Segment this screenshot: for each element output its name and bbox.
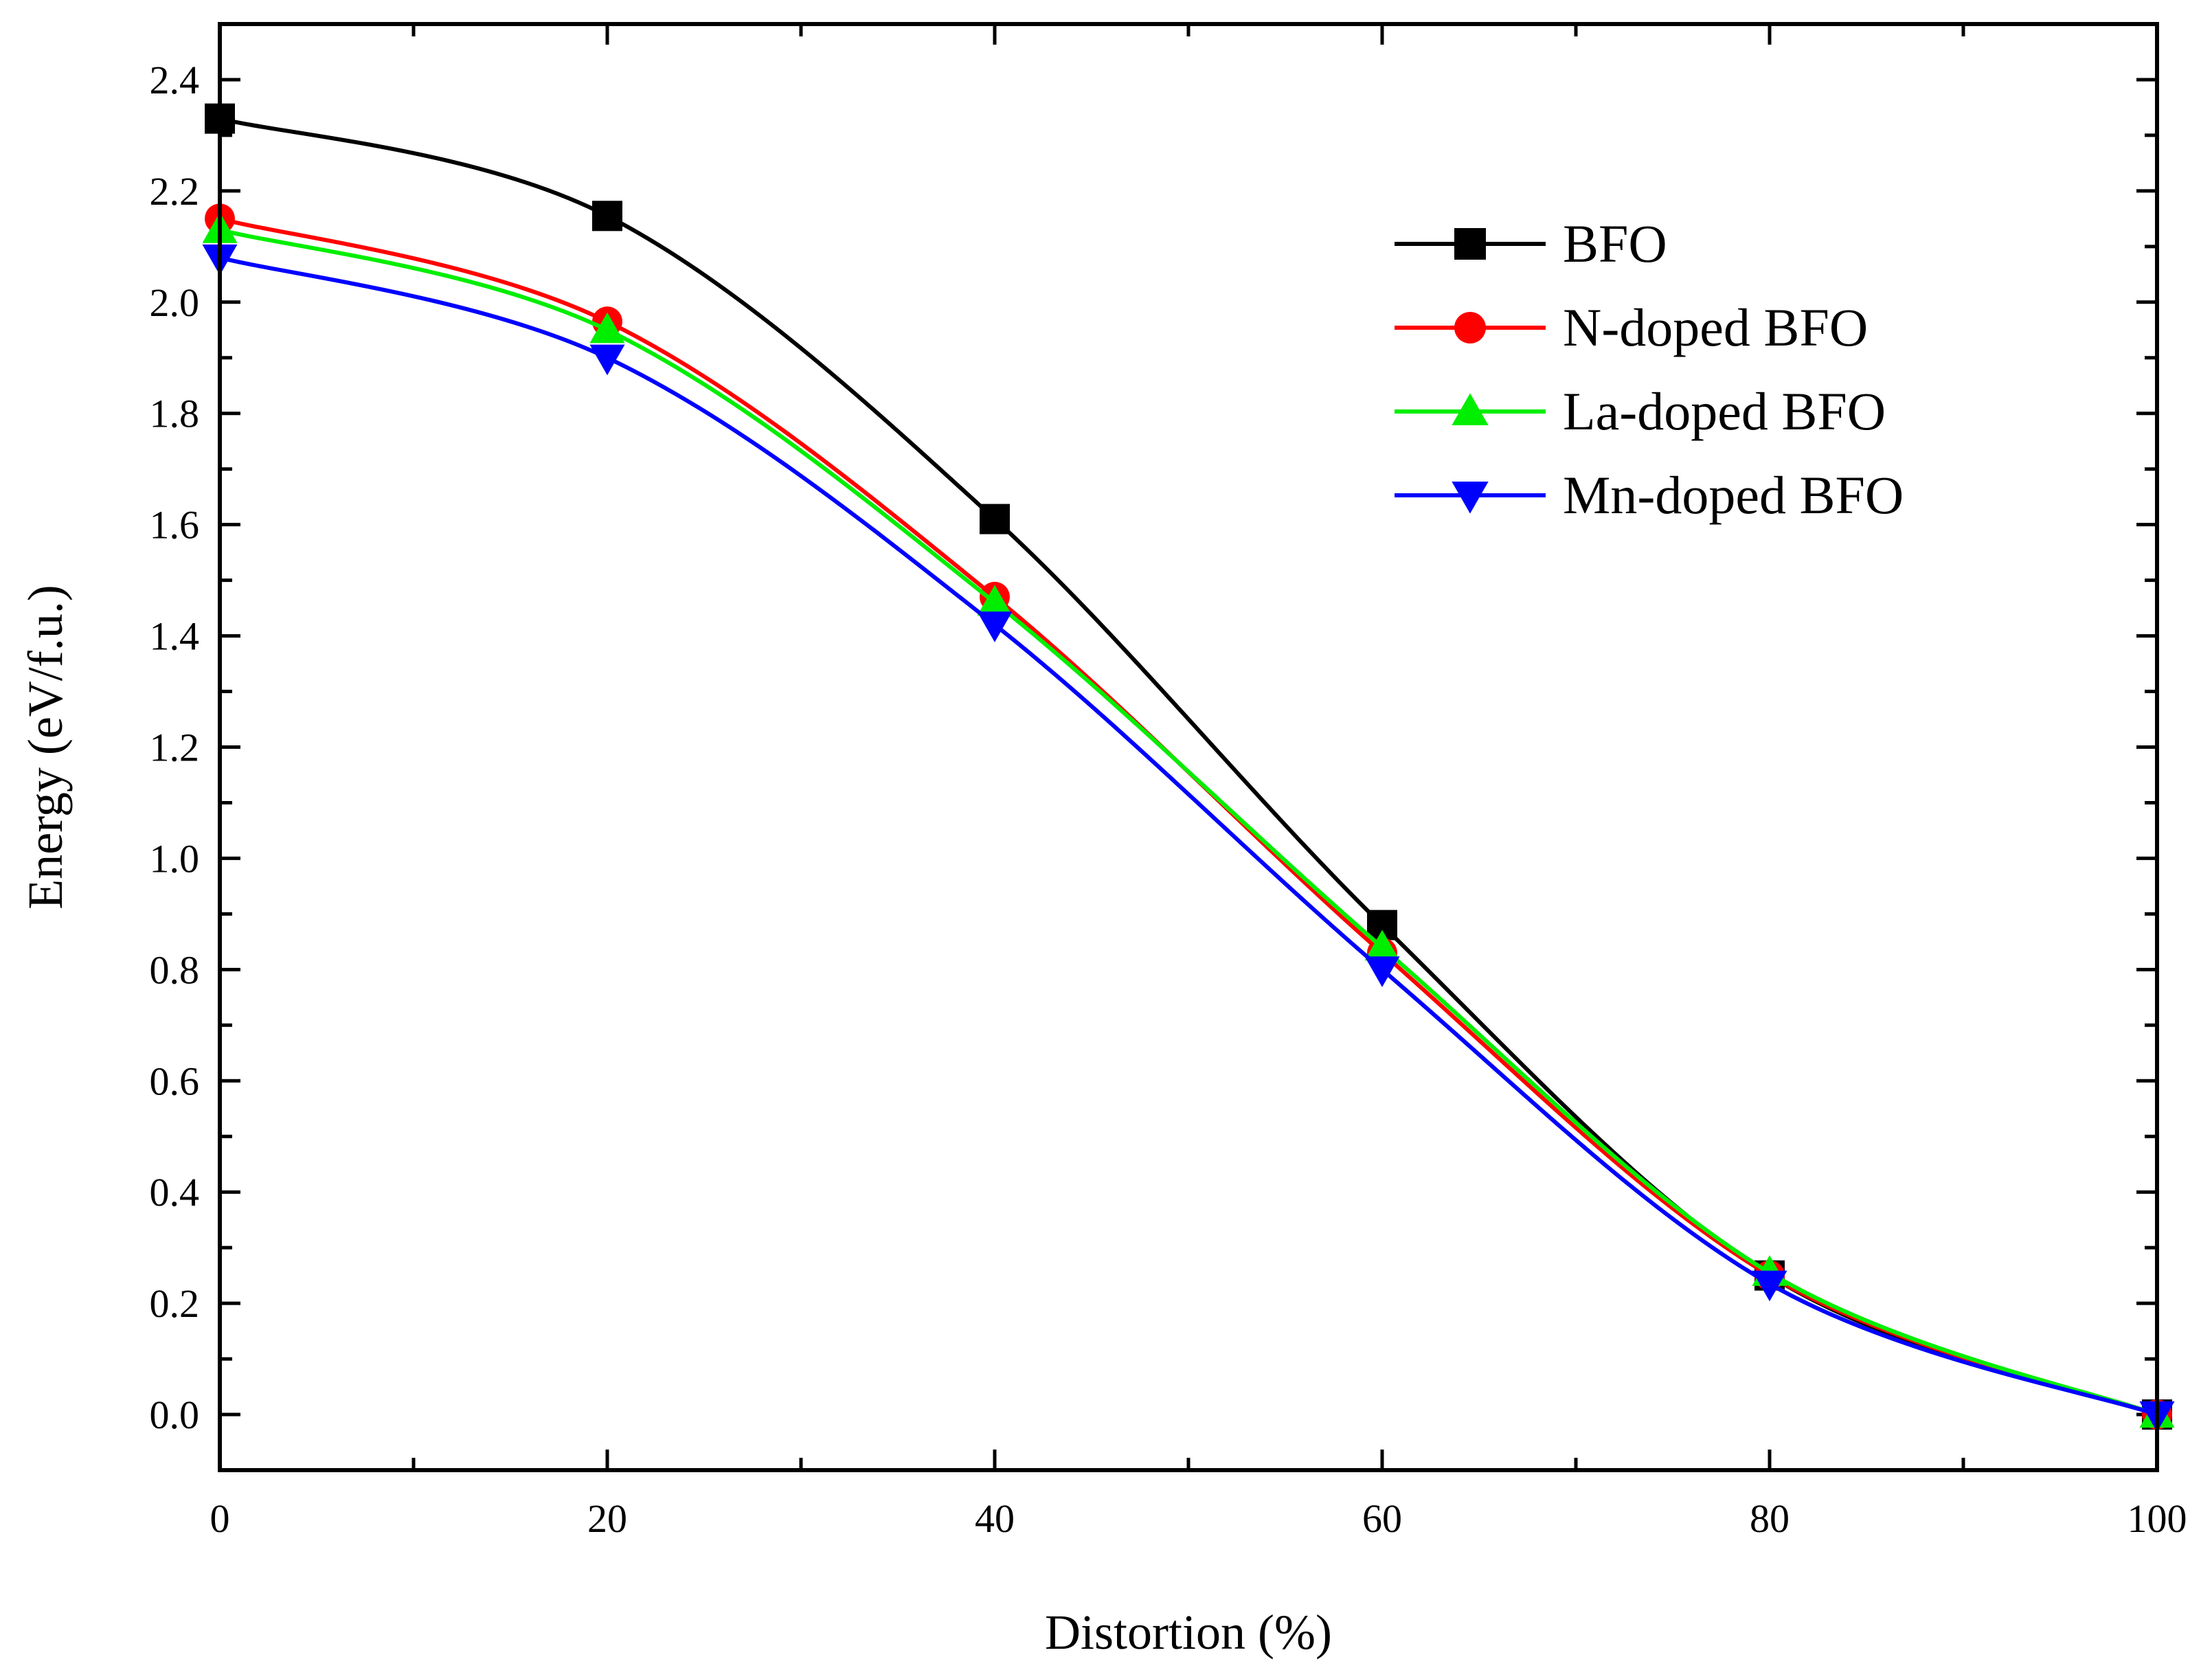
y-axis-title: Energy (eV/f.u.) xyxy=(18,585,73,910)
legend-label: BFO xyxy=(1563,214,1667,273)
y-tick-label: 1.4 xyxy=(150,614,200,659)
y-tick-label: 0.4 xyxy=(150,1170,200,1215)
x-tick-label: 60 xyxy=(1362,1496,1402,1541)
legend-marker xyxy=(1454,312,1486,343)
data-point xyxy=(589,312,625,343)
data-point xyxy=(980,504,1010,534)
y-tick-label: 0.6 xyxy=(150,1059,200,1103)
data-point xyxy=(589,344,625,376)
y-tick-label: 0.8 xyxy=(150,947,200,992)
x-tick-label: 100 xyxy=(2128,1496,2187,1541)
legend-item: N-doped BFO xyxy=(1395,297,1868,357)
data-point xyxy=(977,585,1013,616)
y-tick-label: 1.6 xyxy=(150,503,200,548)
plot-frame xyxy=(218,22,2159,1472)
y-tick-label: 2.2 xyxy=(150,169,200,214)
y-tick-label: 0.2 xyxy=(150,1281,200,1326)
data-point xyxy=(592,201,622,232)
legend-label: La-doped BFO xyxy=(1563,381,1886,441)
series-line xyxy=(219,256,2158,1417)
legend-marker xyxy=(1452,393,1489,426)
legend-item: BFO xyxy=(1395,214,1667,273)
x-tick-label: 0 xyxy=(210,1496,230,1541)
x-tick-label: 80 xyxy=(1750,1496,1790,1541)
y-tick-label: 2.0 xyxy=(150,280,200,325)
data-point xyxy=(977,611,1013,642)
legend-marker xyxy=(1452,481,1489,514)
x-axis-title: Distortion (%) xyxy=(1045,1605,1332,1660)
data-point xyxy=(1752,1270,1787,1302)
y-tick-label: 2.4 xyxy=(150,58,200,102)
y-tick-label: 1.0 xyxy=(150,836,200,881)
series-0 xyxy=(205,103,2172,1430)
y-tick-label: 1.8 xyxy=(150,392,200,436)
legend-label: N-doped BFO xyxy=(1563,297,1868,357)
y-tick-label: 0.0 xyxy=(150,1393,200,1437)
data-point xyxy=(1364,956,1400,987)
legend-label: Mn-doped BFO xyxy=(1563,465,1904,525)
x-tick-label: 40 xyxy=(975,1496,1015,1541)
legend-item: La-doped BFO xyxy=(1395,381,1886,441)
series-line xyxy=(219,227,2158,1417)
data-point xyxy=(1364,929,1400,961)
legend-item: Mn-doped BFO xyxy=(1395,465,1904,525)
y-tick-label: 1.2 xyxy=(150,725,200,770)
legend-marker xyxy=(1454,228,1486,260)
x-tick-label: 20 xyxy=(587,1496,627,1541)
